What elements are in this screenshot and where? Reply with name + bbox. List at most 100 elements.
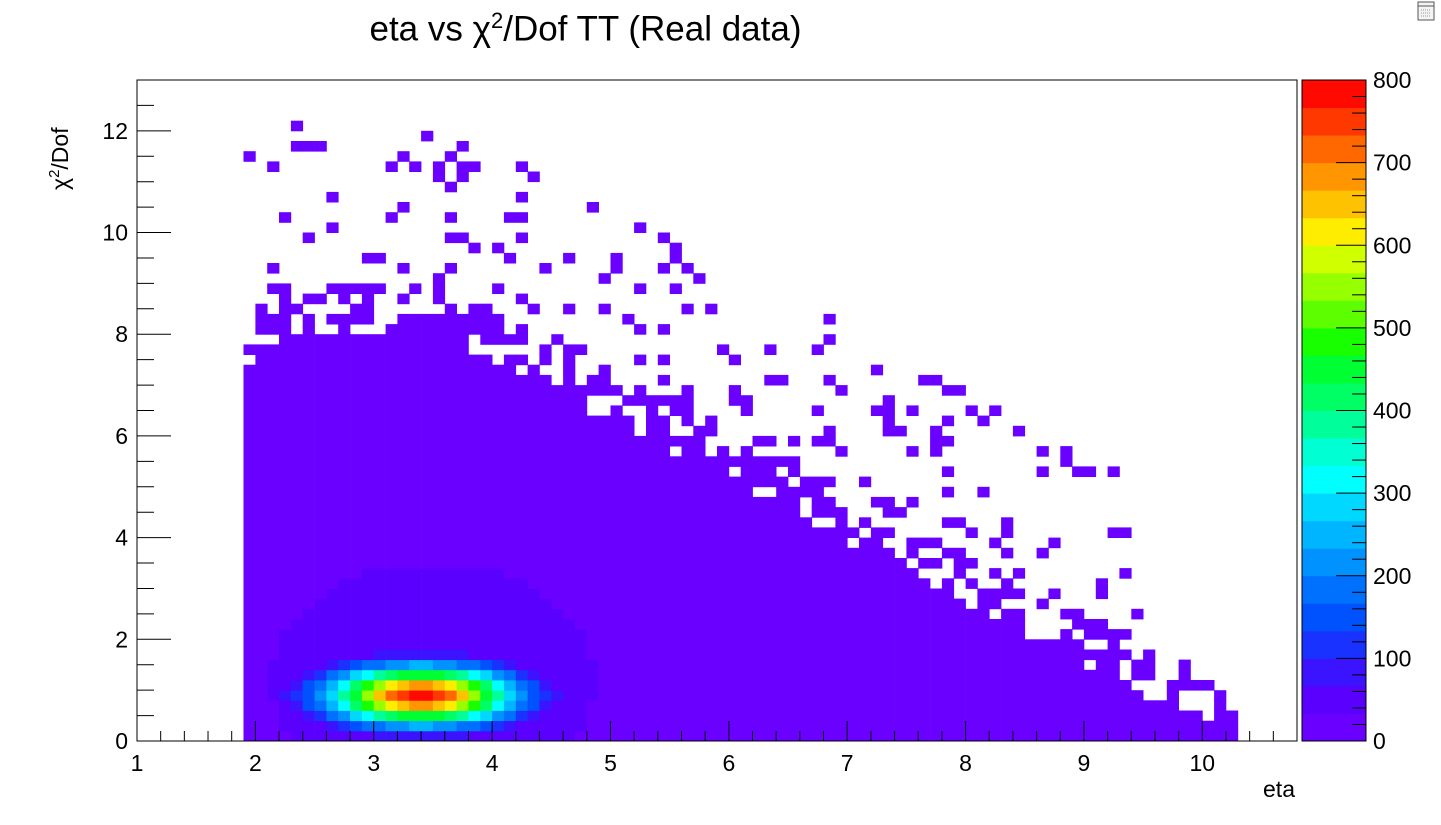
heatmap-bin [326, 639, 339, 650]
heatmap-bin [799, 690, 813, 701]
heatmap-bin [539, 385, 552, 396]
heatmap-bin [267, 730, 280, 742]
heatmap-bin [598, 649, 611, 661]
heatmap-bin [563, 446, 576, 457]
heatmap-bin [361, 588, 375, 600]
heatmap-bin [444, 680, 457, 691]
heatmap-bin [799, 517, 813, 528]
heatmap-bin [752, 435, 765, 447]
heatmap-bin [326, 283, 339, 294]
heatmap-bin [409, 700, 422, 711]
heatmap-bin [456, 161, 469, 172]
heatmap-bin [717, 456, 730, 467]
heatmap-bin [705, 415, 718, 427]
heatmap-bin [918, 680, 931, 691]
heatmap-bin [906, 649, 919, 661]
heatmap-bin [575, 680, 588, 691]
heatmap-bin [255, 720, 268, 732]
heatmap-bin [338, 496, 351, 508]
heatmap-bin [551, 395, 564, 406]
heatmap-bin [989, 690, 1002, 701]
heatmap-bin [527, 527, 540, 538]
heatmap-bin [361, 639, 375, 650]
heatmap-bin [799, 710, 813, 722]
heatmap-bin [385, 649, 398, 661]
heatmap-bin [764, 558, 777, 569]
heatmap-bin [432, 700, 446, 711]
heatmap-bin [480, 669, 493, 681]
heatmap-bin [373, 507, 386, 518]
heatmap-bin [480, 313, 493, 325]
heatmap-bin [397, 730, 410, 742]
heatmap-bin [444, 629, 457, 640]
heatmap-bin [302, 669, 315, 681]
heatmap-bin [255, 405, 268, 416]
heatmap-bin [859, 629, 872, 640]
heatmap-bin [456, 405, 469, 416]
heatmap-bin [385, 608, 398, 620]
heatmap-bin [598, 730, 611, 742]
heatmap-bin [314, 293, 327, 305]
heatmap-bin [432, 334, 446, 345]
heatmap-bin [444, 486, 457, 498]
heatmap-bin [255, 598, 268, 610]
heatmap-bin [823, 710, 836, 722]
heatmap-bin [1036, 649, 1049, 661]
heatmap-bin [492, 659, 505, 671]
heatmap-bin [799, 730, 813, 742]
heatmap-bin [575, 415, 588, 427]
heatmap-bin [977, 608, 990, 620]
heatmap-bin [669, 720, 682, 732]
heatmap-bin [409, 415, 422, 427]
heatmap-bin [373, 578, 386, 589]
heatmap-bin [622, 425, 635, 437]
heatmap-bin [1001, 710, 1014, 722]
heatmap-bin [705, 598, 718, 610]
heatmap-bin [397, 354, 410, 366]
heatmap-bin [432, 161, 446, 172]
heatmap-bin [823, 700, 836, 711]
heatmap-bin [290, 435, 304, 447]
heatmap-bin [870, 527, 884, 538]
heatmap-bin [977, 588, 990, 600]
heatmap-bin [1083, 730, 1097, 742]
heatmap-bin [255, 344, 268, 355]
heatmap-bin [989, 568, 1002, 579]
heatmap-bin [527, 395, 540, 406]
heatmap-bin [338, 425, 351, 437]
heatmap-bin [255, 629, 268, 640]
heatmap-bin [752, 649, 765, 661]
heatmap-bin [255, 608, 268, 620]
heatmap-bin [314, 527, 327, 538]
heatmap-bin [646, 496, 659, 508]
heatmap-bin [646, 395, 659, 406]
heatmap-bin [1095, 649, 1108, 661]
heatmap-bin [669, 669, 682, 681]
heatmap-bin [930, 649, 943, 661]
heatmap-bin [515, 435, 528, 447]
heatmap-bin [681, 629, 694, 640]
heatmap-bin [811, 476, 824, 488]
heatmap-bin [338, 486, 351, 498]
heatmap-bin [255, 568, 268, 579]
heatmap-bin [669, 690, 682, 701]
heatmap-bin [326, 517, 339, 528]
heatmap-bin [338, 730, 351, 742]
heatmap-bin [480, 547, 493, 559]
heatmap-bin [515, 639, 528, 650]
z-tick-label: 0 [1373, 728, 1386, 754]
heatmap-bin [823, 598, 836, 610]
canvas-editor-icon[interactable] [1417, 1, 1435, 21]
heatmap-bin [350, 680, 363, 691]
heatmap-bin [492, 537, 505, 549]
heatmap-bin [811, 558, 824, 569]
heatmap-bin [350, 700, 363, 711]
heatmap-bin [267, 161, 280, 172]
heatmap-bin [811, 710, 824, 722]
heatmap-bin [823, 425, 836, 437]
heatmap-bin [610, 456, 623, 467]
heatmap-bin [586, 385, 599, 396]
heatmap-bin [1012, 700, 1026, 711]
heatmap-bin [338, 537, 351, 549]
heatmap-bin [622, 649, 635, 661]
